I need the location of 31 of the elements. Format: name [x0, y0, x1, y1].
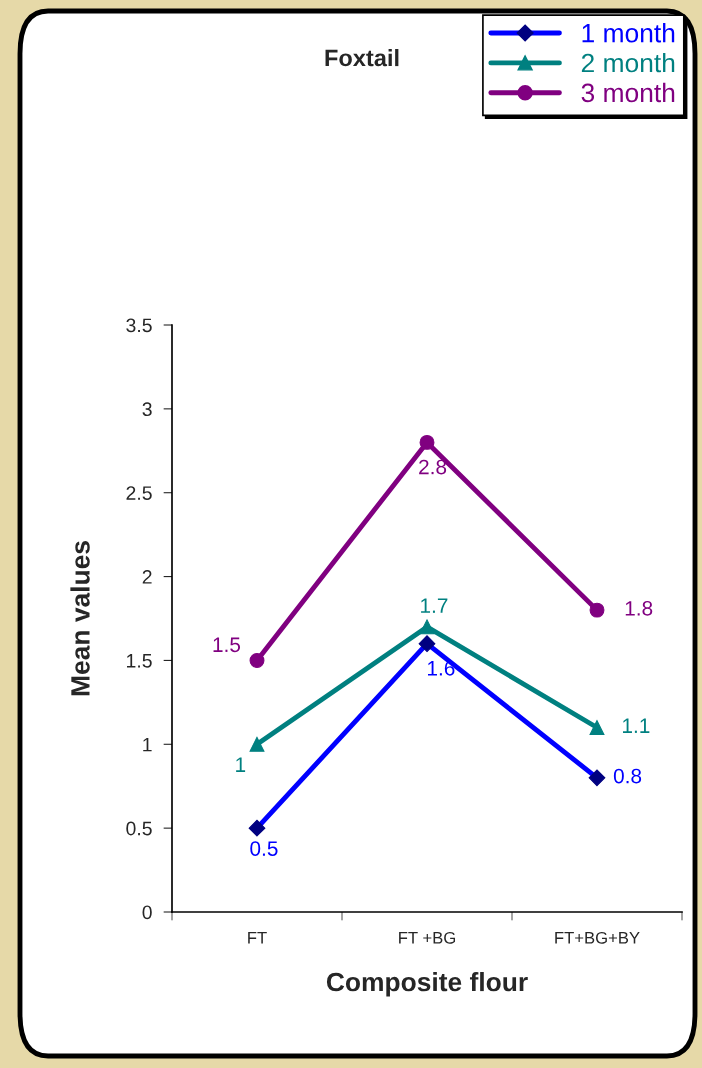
- legend-label: 2 month: [581, 52, 675, 73]
- y-tick-label: 2.5: [126, 486, 152, 500]
- data-label: 1.1: [623, 718, 650, 733]
- data-label: 1.8: [625, 600, 653, 616]
- y-tick-label: 3.5: [126, 318, 152, 333]
- y-tick-label: 2: [142, 570, 152, 584]
- x-tick-label: FT+BG+BY: [555, 931, 640, 944]
- x-axis-title: Composite flour: [326, 971, 528, 997]
- point: [249, 652, 265, 668]
- legend-label: 3 month: [581, 82, 675, 103]
- y-tick-label: 1.5: [127, 654, 152, 668]
- point: [589, 720, 605, 735]
- point: [419, 434, 435, 450]
- y-tick-label: 3: [142, 402, 152, 417]
- x-tick-label: FT: [248, 932, 267, 944]
- data-label: 1: [236, 757, 246, 772]
- data-label: 0.8: [613, 768, 642, 784]
- chart-title: Foxtail: [325, 49, 399, 67]
- y-tick-label: 0.5: [126, 821, 152, 836]
- y-tick-label: 1: [143, 737, 152, 752]
- point: [589, 602, 605, 618]
- y-tick-label: 0: [142, 905, 152, 920]
- data-label: 0.5: [250, 841, 278, 856]
- data-label: 2.8: [419, 459, 447, 475]
- point: [249, 736, 265, 752]
- x-tick-label: FT +BG: [399, 931, 456, 944]
- data-label: 1.5: [213, 637, 241, 653]
- legend-label: 1 month: [582, 23, 675, 43]
- data-label: 1.7: [421, 598, 448, 613]
- point: [419, 619, 435, 635]
- y-axis-title: Mean values: [70, 541, 90, 696]
